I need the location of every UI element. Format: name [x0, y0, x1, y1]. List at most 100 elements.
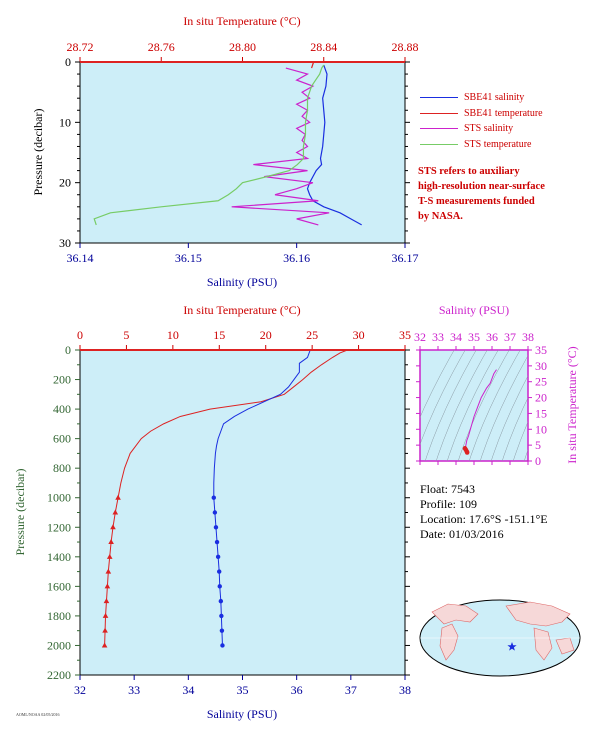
- legend-item-sts-salinity: STS salinity: [420, 121, 543, 137]
- ts-top-axis-title: Salinity (PSU): [439, 303, 509, 317]
- lower-top-tick-label: 35: [399, 328, 411, 342]
- lower-y-axis-title: Pressure (decibar): [13, 469, 27, 556]
- lower-top-tick-label: 15: [213, 328, 225, 342]
- ts-density-contour: [420, 350, 455, 418]
- lower-bottom-tick-label: 38: [399, 683, 411, 697]
- ts-density-contour: [457, 350, 510, 461]
- lower-salinity-marker: [217, 569, 222, 574]
- upper-plot-area: [79, 61, 406, 244]
- lower-temperature-marker: [115, 494, 121, 500]
- ts-right-tick-label: 30: [535, 359, 547, 373]
- lower-top-tick-label: 0: [77, 328, 83, 342]
- upper-top-axis-title: In situ Temperature (°C): [183, 14, 300, 28]
- upper-bottom-axis-title: Salinity (PSU): [207, 275, 277, 289]
- upper-y-axis-title: Pressure (decibar): [31, 109, 45, 196]
- ts-right-tick-label: 35: [535, 343, 547, 357]
- lower-salinity-marker: [218, 598, 224, 604]
- upper-top-tick-label: 28.84: [310, 40, 337, 54]
- note-line: STS refers to auxiliary: [418, 166, 520, 177]
- upper-bottom-tick-label: 36.15: [175, 251, 202, 265]
- lower-top-axis-title: In situ Temperature (°C): [183, 303, 300, 317]
- lower-chart: 0 5 10 15 20 25 30 35 32 33 34 35 36 37 38 0 200 400 600 80…: [13, 303, 411, 721]
- lower-top-tick-label: 20: [260, 328, 272, 342]
- lower-y-tick-label: 800: [53, 461, 71, 475]
- legend-label: SBE41 salinity: [464, 92, 525, 104]
- lower-temperature-marker: [101, 642, 108, 648]
- note-line: high-resolution near-surface: [418, 181, 545, 192]
- lower-salinity-marker: [220, 643, 225, 648]
- lower-salinity-marker: [213, 525, 219, 530]
- legend-swatch: [420, 143, 458, 145]
- ts-right-tick-label: 25: [535, 375, 547, 389]
- ts-plot-area: [419, 349, 529, 462]
- lower-bottom-tick-label: 36: [291, 683, 303, 697]
- profile-number: Profile: 109: [420, 497, 477, 511]
- sts-note: STS refers to auxiliary high-resolution …: [418, 164, 598, 224]
- credit-text: AOML/NOAA 02/05/2016: [16, 712, 60, 717]
- ts-top-tick-label: 36: [486, 330, 498, 344]
- lower-series-line: [104, 349, 348, 646]
- upper-y-tick-label: 10: [59, 115, 71, 129]
- lower-top-tick-label: 5: [123, 328, 129, 342]
- note-line: T-S measurements funded: [418, 196, 535, 207]
- lower-temperature-marker: [104, 583, 111, 589]
- lower-y-tick-label: 200: [53, 373, 71, 387]
- world-map-icon: [419, 599, 581, 677]
- ts-top-tick-label: 35: [468, 330, 480, 344]
- lower-y-tick-label: 2200: [47, 668, 71, 682]
- lower-salinity-marker: [214, 539, 220, 545]
- upper-y-tick-label: 0: [65, 55, 71, 69]
- ts-right-tick-label: 10: [535, 422, 547, 436]
- ts-density-contour: [435, 350, 488, 461]
- ts-deep-marker: [464, 450, 470, 455]
- ts-density-contour: [490, 375, 528, 461]
- legend-item-sbe41-temperature: SBE41 temperature: [420, 106, 543, 122]
- lower-y-tick-label: 1400: [47, 550, 71, 564]
- lower-bottom-tick-label: 32: [74, 683, 86, 697]
- upper-series-line: [306, 64, 362, 226]
- ts-top-tick-label: 37: [504, 330, 516, 344]
- lower-bottom-axis-title: Salinity (PSU): [207, 707, 277, 721]
- ts-top-tick-label: 33: [432, 330, 444, 344]
- lower-plot-area: [79, 349, 406, 676]
- ts-top-tick-label: 34: [450, 330, 462, 344]
- lower-y-tick-label: 600: [53, 432, 71, 446]
- ts-density-contour: [424, 350, 477, 461]
- float-id: Float: 7543: [420, 482, 476, 496]
- lower-bottom-tick-label: 35: [237, 683, 249, 697]
- upper-bottom-tick-label: 36.16: [283, 251, 310, 265]
- float-location-star-icon: [507, 642, 517, 651]
- lower-temperature-marker: [106, 553, 113, 559]
- ts-series-line: [464, 369, 497, 449]
- lower-salinity-marker: [219, 628, 225, 633]
- lower-bottom-tick-label: 34: [182, 683, 194, 697]
- upper-bottom-tick-label: 36.17: [392, 251, 419, 265]
- lower-y-tick-label: 1800: [47, 609, 71, 623]
- ts-right-tick-label: 5: [535, 438, 541, 452]
- ts-right-tick-label: 15: [535, 406, 547, 420]
- lower-bottom-tick-label: 33: [128, 683, 140, 697]
- legend-label: STS temperature: [464, 138, 532, 150]
- lower-top-tick-label: 25: [306, 328, 318, 342]
- legend-item-sts-temperature: STS temperature: [420, 137, 543, 153]
- upper-y-tick-label: 20: [59, 176, 71, 190]
- lower-temperature-marker: [110, 524, 116, 530]
- location: Location: 17.6°S -151.1°E: [420, 512, 548, 526]
- lower-salinity-marker: [215, 554, 221, 560]
- ts-density-contour: [512, 421, 528, 461]
- lower-y-tick-label: 1600: [47, 579, 71, 593]
- lower-salinity-marker: [217, 584, 222, 589]
- ts-density-contour: [479, 355, 528, 461]
- upper-chart: 28.72 28.76 28.80 28.84 28.88 36.14 36.15 36.16…: [31, 14, 419, 289]
- lower-top-tick-label: 30: [353, 328, 365, 342]
- legend: SBE41 salinity SBE41 temperature STS sal…: [420, 90, 543, 152]
- legend-label: STS salinity: [464, 123, 514, 135]
- ts-right-axis-title: In situ Temperature (°C): [565, 346, 579, 463]
- lower-temperature-marker: [103, 598, 110, 604]
- legend-label: SBE41 temperature: [464, 107, 543, 119]
- lower-temperature-marker: [112, 509, 119, 515]
- lower-y-tick-label: 1200: [47, 520, 71, 534]
- upper-bottom-tick-label: 36.14: [67, 251, 94, 265]
- upper-top-tick-label: 28.88: [392, 40, 419, 54]
- lower-temperature-marker: [102, 612, 109, 618]
